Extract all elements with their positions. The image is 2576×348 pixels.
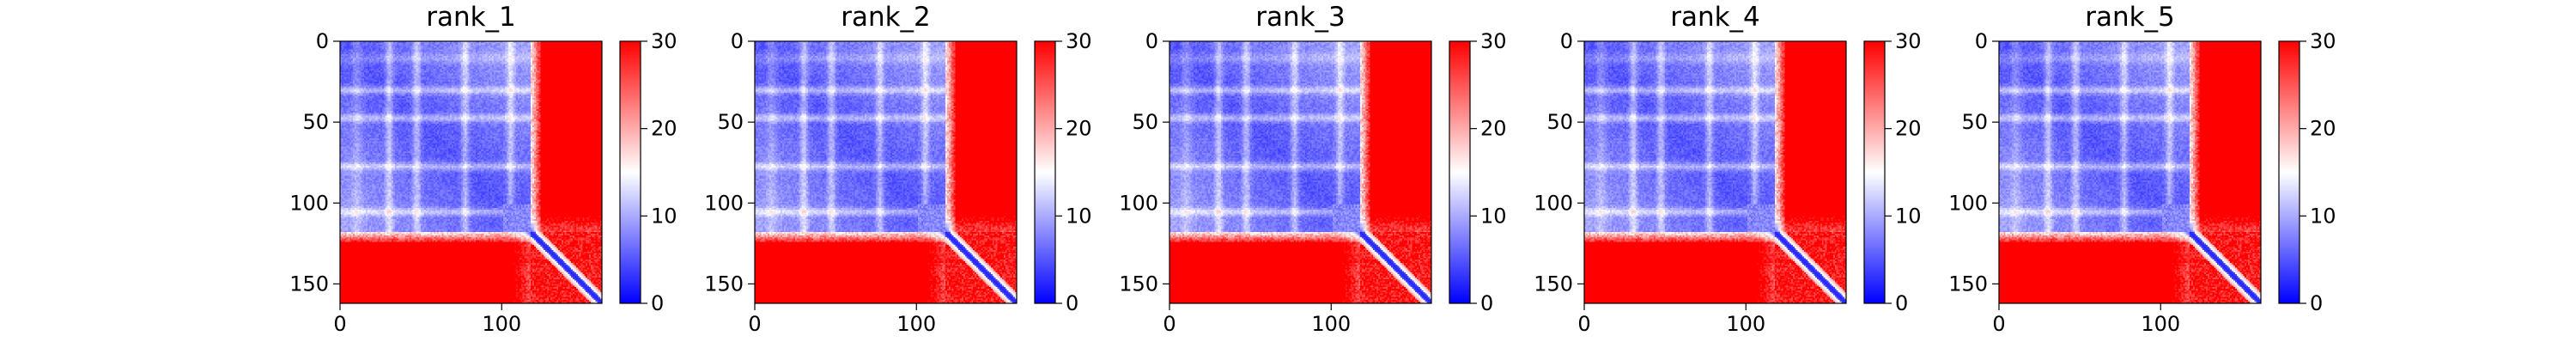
panel-title: rank_2 xyxy=(841,2,931,33)
panel-title: rank_4 xyxy=(1670,2,1760,33)
heatmap-image xyxy=(755,41,1017,303)
colorbar-tick-label: 10 xyxy=(651,204,677,228)
y-tick-label: 150 xyxy=(704,272,744,296)
y-tick-label: 50 xyxy=(1546,110,1573,134)
y-tick-label: 50 xyxy=(717,110,744,134)
heatmap-image xyxy=(1170,41,1431,303)
x-tick-label: 100 xyxy=(2141,312,2180,336)
y-tick-label: 150 xyxy=(1119,272,1158,296)
y-tick-label: 100 xyxy=(1534,191,1573,215)
colorbar-tick-label: 30 xyxy=(1066,29,1092,53)
colorbar-tick-label: 10 xyxy=(2310,204,2336,228)
colorbar-tick-label: 20 xyxy=(1895,117,1922,141)
x-tick-label: 0 xyxy=(1992,312,2005,336)
y-tick-label: 150 xyxy=(1534,272,1573,296)
y-tick-label: 50 xyxy=(1961,110,1988,134)
axes-frame xyxy=(1998,40,2262,304)
colorbar-tick-label: 0 xyxy=(1895,291,1908,315)
axes-frame xyxy=(339,40,603,304)
y-tick-label: 50 xyxy=(1132,110,1158,134)
x-tick-label: 0 xyxy=(1577,312,1590,336)
colorbar-tick-label: 20 xyxy=(2310,117,2336,141)
y-tick-label: 150 xyxy=(1948,272,1988,296)
x-tick-label: 0 xyxy=(1163,312,1176,336)
colorbar-tick-label: 30 xyxy=(1480,29,1507,53)
colorbar-tick-label: 0 xyxy=(651,291,664,315)
heatmap-image xyxy=(1999,41,2261,303)
y-tick-label: 150 xyxy=(289,272,329,296)
y-tick-label: 50 xyxy=(302,110,329,134)
heatmap-image xyxy=(1584,41,1846,303)
colorbar-tick-label: 20 xyxy=(651,117,677,141)
colorbar-tick-label: 10 xyxy=(1480,204,1507,228)
colorbar-tick-label: 30 xyxy=(1895,29,1922,53)
x-tick-label: 100 xyxy=(896,312,936,336)
colorbar-tick-label: 0 xyxy=(1066,291,1078,315)
x-tick-label: 100 xyxy=(482,312,521,336)
y-tick-label: 0 xyxy=(1975,29,1988,53)
y-tick-label: 100 xyxy=(1948,191,1988,215)
y-tick-label: 0 xyxy=(1145,29,1158,53)
y-tick-label: 0 xyxy=(731,29,744,53)
colorbar xyxy=(1449,40,1471,304)
y-tick-label: 0 xyxy=(1560,29,1573,53)
colorbar-tick-label: 30 xyxy=(2310,29,2336,53)
x-tick-label: 100 xyxy=(1311,312,1351,336)
y-tick-label: 100 xyxy=(704,191,744,215)
panel-title: rank_3 xyxy=(1255,2,1346,33)
colorbar-tick-label: 10 xyxy=(1895,204,1922,228)
y-tick-label: 100 xyxy=(289,191,329,215)
panel-title: rank_5 xyxy=(2085,2,2175,33)
axes-frame xyxy=(1169,40,1432,304)
heatmap-image xyxy=(340,41,602,303)
colorbar-tick-label: 0 xyxy=(1480,291,1493,315)
x-tick-label: 100 xyxy=(1726,312,1765,336)
colorbar-tick-label: 30 xyxy=(651,29,677,53)
y-tick-label: 100 xyxy=(1119,191,1158,215)
axes-frame xyxy=(754,40,1018,304)
panel-title: rank_1 xyxy=(426,2,516,33)
axes-frame xyxy=(1583,40,1847,304)
colorbar xyxy=(1034,40,1056,304)
x-tick-label: 0 xyxy=(333,312,346,336)
y-tick-label: 0 xyxy=(316,29,329,53)
colorbar-tick-label: 10 xyxy=(1066,204,1092,228)
colorbar xyxy=(1863,40,1886,304)
colorbar-tick-label: 20 xyxy=(1480,117,1507,141)
x-tick-label: 0 xyxy=(748,312,761,336)
colorbar-tick-label: 0 xyxy=(2310,291,2323,315)
colorbar xyxy=(619,40,641,304)
colorbar xyxy=(2278,40,2300,304)
colorbar-tick-label: 20 xyxy=(1066,117,1092,141)
